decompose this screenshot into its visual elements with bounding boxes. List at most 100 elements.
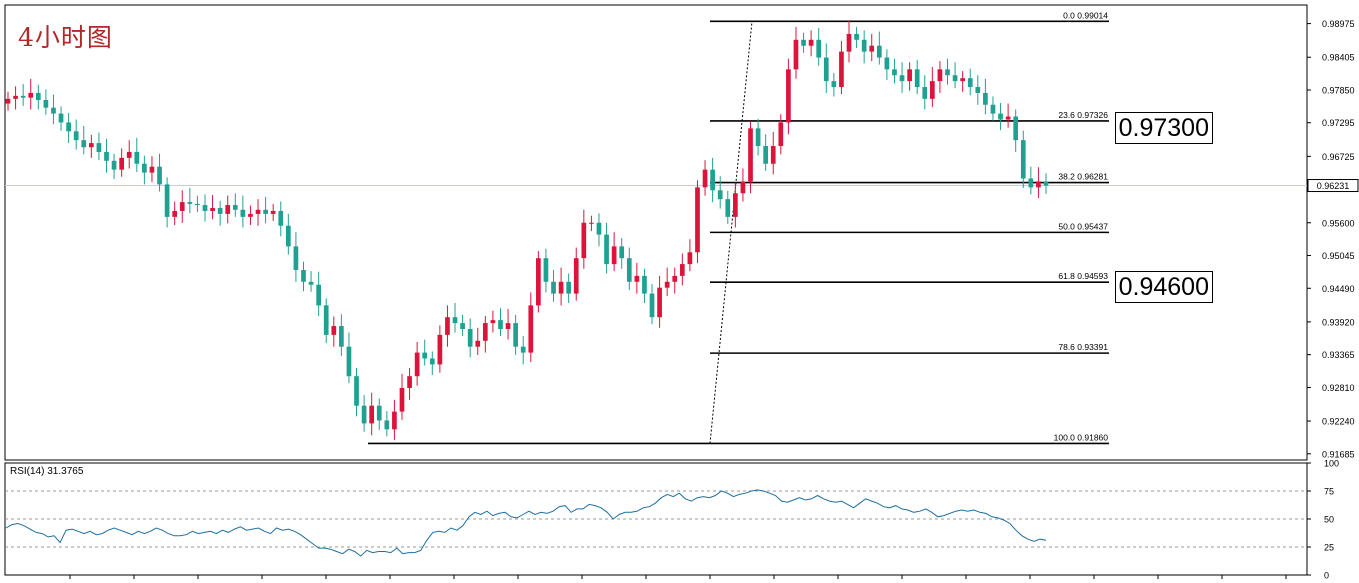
- candle-body: [717, 190, 723, 200]
- candle-body: [725, 199, 731, 217]
- candle-body: [801, 39, 806, 46]
- candle-body: [528, 305, 534, 353]
- rsi-axis-label: 50: [1324, 515, 1334, 525]
- candle-body: [460, 323, 465, 329]
- candle-body: [104, 151, 109, 161]
- candle-body: [157, 166, 162, 185]
- candle-body: [702, 169, 708, 188]
- candle-body: [619, 246, 625, 259]
- candle-body: [626, 258, 632, 282]
- rsi-axis-label: 100: [1324, 459, 1339, 469]
- candle-body: [399, 388, 405, 412]
- fib-level-label: 78.6 0.93391: [1058, 342, 1108, 352]
- candle-body: [429, 358, 435, 365]
- candle-body: [179, 202, 185, 211]
- candle-body: [346, 346, 352, 377]
- candle-body: [922, 87, 928, 99]
- price-axis-label: 0.95600: [1322, 218, 1355, 228]
- candle-body: [187, 202, 193, 204]
- candle-body: [35, 92, 41, 101]
- fib-level-label: 38.2 0.96281: [1058, 172, 1108, 182]
- price-axis-label: 0.94490: [1322, 284, 1355, 294]
- candle-body: [263, 209, 268, 214]
- candle-body: [846, 33, 852, 52]
- candle-body: [930, 81, 935, 99]
- candle-body: [604, 234, 609, 265]
- candle-body: [611, 246, 617, 265]
- candle-body: [301, 269, 306, 282]
- candle-body: [990, 104, 996, 114]
- price-axis-label: 0.91685: [1322, 449, 1355, 459]
- candle-body: [733, 193, 738, 217]
- candle-body: [536, 258, 541, 306]
- fib-level-label: 23.6 0.97326: [1058, 110, 1108, 120]
- fib-level-label: 61.8 0.94593: [1058, 271, 1108, 281]
- candle-body: [240, 209, 246, 217]
- candle-body: [354, 376, 359, 406]
- candle-body: [581, 222, 587, 259]
- candle-body: [498, 320, 503, 329]
- candle-body: [422, 352, 428, 359]
- candle-body: [967, 78, 973, 88]
- candle-body: [58, 113, 64, 123]
- candle-body: [740, 181, 746, 194]
- candle-body: [831, 81, 837, 88]
- candle-body: [793, 39, 799, 70]
- candle-body: [376, 405, 382, 421]
- candle-body: [1005, 116, 1011, 120]
- annotation-upper-price: 0.97300: [1114, 112, 1213, 144]
- rsi-line: [5, 489, 1047, 557]
- candle-body: [839, 51, 844, 88]
- price-axis-label: 0.95045: [1322, 251, 1355, 261]
- rsi-axis-label: 75: [1324, 487, 1334, 497]
- price-axis-label: 0.92240: [1322, 417, 1355, 427]
- candle-body: [960, 78, 966, 82]
- candle-body: [172, 210, 178, 217]
- candle-body: [657, 287, 662, 318]
- candle-body: [998, 113, 1003, 120]
- candle-body: [808, 39, 814, 46]
- candle-body: [748, 128, 753, 182]
- price-axis-label: 0.98405: [1322, 53, 1355, 63]
- candle-body: [679, 264, 685, 276]
- candle-body: [210, 208, 215, 211]
- candle-body: [149, 166, 155, 173]
- candle-body: [1036, 181, 1041, 188]
- candle-body: [5, 98, 11, 104]
- candle-body: [81, 140, 87, 148]
- candle-body: [710, 169, 715, 191]
- candle-body: [293, 246, 299, 270]
- candle-body: [983, 92, 988, 105]
- candle-body: [763, 146, 769, 164]
- candle-body: [392, 411, 397, 430]
- price-axis-label: 0.92810: [1322, 383, 1355, 393]
- price-axis-label: 0.97295: [1322, 118, 1355, 128]
- candle-body: [482, 323, 488, 341]
- candle-body: [664, 281, 670, 288]
- price-axis-label: 0.93365: [1322, 350, 1355, 360]
- candle-body: [43, 100, 49, 108]
- candle-body: [445, 317, 450, 335]
- candle-body: [452, 317, 458, 324]
- candle-body: [467, 328, 473, 347]
- candle-body: [13, 95, 18, 99]
- price-axis-label: 0.96725: [1322, 152, 1355, 162]
- candle-body: [20, 95, 26, 98]
- candle-body: [323, 305, 329, 335]
- candle-body: [437, 334, 443, 365]
- price-panel-frame: [4, 4, 1308, 461]
- rsi-axis-label: 25: [1324, 543, 1334, 553]
- candle-body: [854, 33, 859, 40]
- candle-body: [596, 222, 602, 235]
- fib-trendline: [709, 21, 753, 444]
- candle-body: [384, 420, 390, 430]
- candle-body: [907, 69, 912, 82]
- candle-body: [558, 281, 564, 294]
- candle-body: [316, 284, 321, 306]
- candle-body: [914, 69, 920, 88]
- candle-body: [770, 146, 776, 164]
- candle-body: [96, 143, 102, 152]
- candle-body: [816, 39, 822, 58]
- candle-body: [28, 92, 34, 98]
- candle-body: [952, 75, 958, 82]
